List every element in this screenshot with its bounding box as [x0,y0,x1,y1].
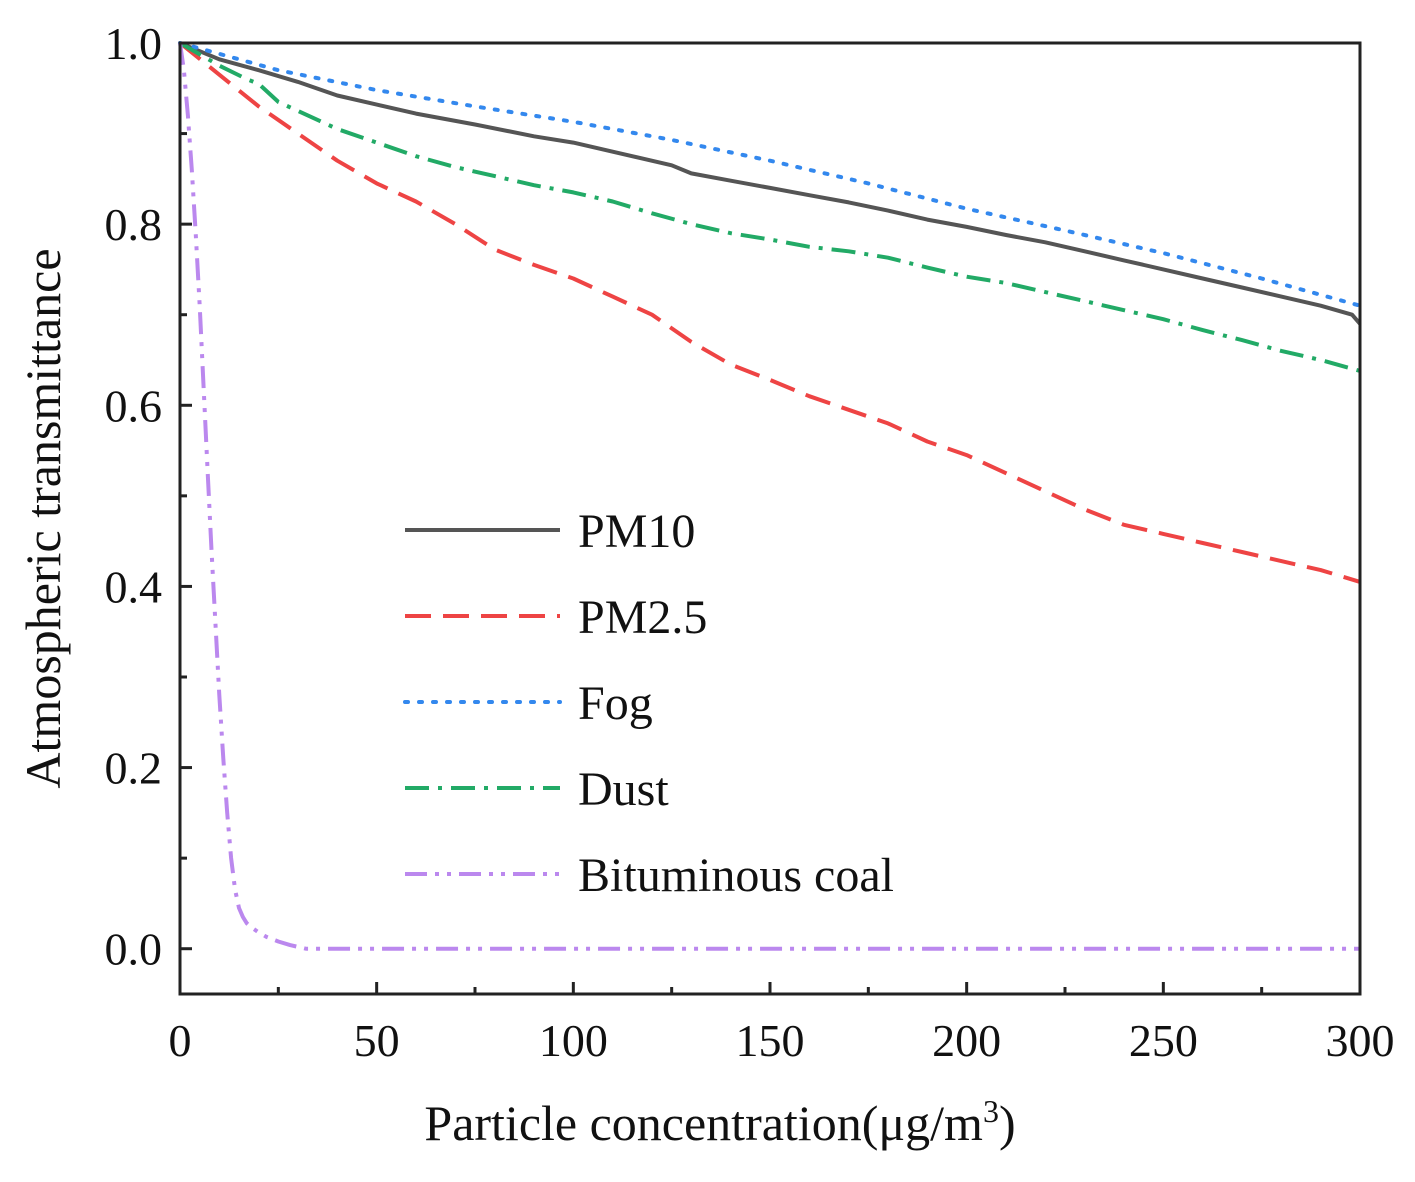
legend-label-bituminous-coal: Bituminous coal [578,849,894,902]
x-tick-label: 200 [932,1015,1001,1066]
series-line-pm2-5 [178,41,1361,584]
y-tick-label: 0.2 [105,743,163,794]
y-tick-label: 0.8 [105,199,163,250]
legend-label-dust: Dust [578,763,669,816]
y-tick-label: 0.6 [105,380,163,431]
x-axis-title-superscript: 3 [983,1093,999,1129]
x-tick-label: 50 [354,1015,400,1066]
series-line-dust [179,41,1361,373]
legend: PM10 PM2.5 Fog Dust Bituminous coal [403,505,894,902]
y-axis-title: Atmospheric transmittance [15,248,71,788]
series-line-bituminous-coal [178,42,1360,951]
x-axis-title-suffix: ) [999,1095,1016,1151]
series-line-pm10 [179,41,1362,326]
series-layer [178,41,1362,951]
y-tick-label: 0.0 [105,924,163,975]
legend-label-pm10: PM10 [578,505,695,558]
legend-label-fog: Fog [578,677,653,730]
tick-layer: 0 50 100 150 200 250 300 0.0 0.2 0.4 0.6 0.8 1.0 [105,18,1395,1066]
legend-label-pm2-5: PM2.5 [578,591,707,644]
x-tick-label: 250 [1129,1015,1198,1066]
series-line-fog [178,41,1362,308]
x-axis-title-main: Particle concentration(μg/m [424,1095,983,1151]
y-tick-label: 1.0 [105,18,163,69]
x-tick-label: 150 [736,1015,805,1066]
x-tick-label: 300 [1326,1015,1395,1066]
x-tick-label: 100 [539,1015,608,1066]
y-tick-label: 0.4 [105,561,163,612]
x-tick-label: 0 [169,1015,192,1066]
x-axis-title: Particle concentration(μg/m3) [424,1093,1015,1151]
